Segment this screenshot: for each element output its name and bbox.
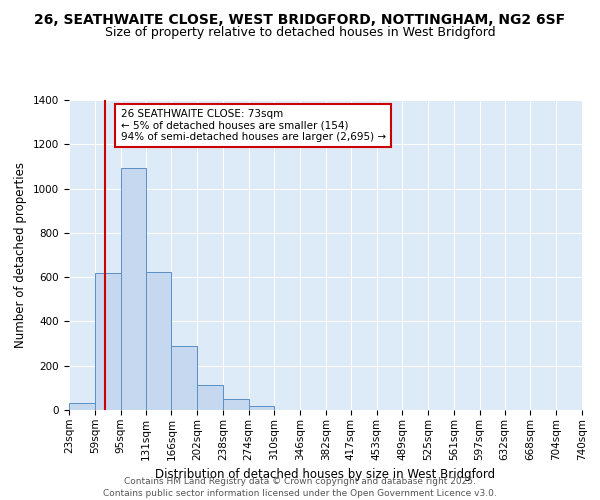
Bar (223, 399, 248, 410)
Text: 26, SEATHWAITE CLOSE, WEST BRIDGFORD, NOTTINGHAM, NG2 6SF: 26, SEATHWAITE CLOSE, WEST BRIDGFORD, NO… (34, 12, 566, 26)
Text: Contains HM Land Registry data © Crown copyright and database right 2025.
Contai: Contains HM Land Registry data © Crown c… (103, 476, 497, 498)
Text: 26 SEATHWAITE CLOSE: 73sqm
← 5% of detached houses are smaller (154)
94% of semi: 26 SEATHWAITE CLOSE: 73sqm ← 5% of detac… (121, 109, 386, 142)
Bar (172, 346, 197, 410)
Bar (95, 272, 121, 410)
Y-axis label: Number of detached properties: Number of detached properties (14, 162, 28, 348)
Bar (69, 404, 95, 410)
Text: Size of property relative to detached houses in West Bridgford: Size of property relative to detached ho… (104, 26, 496, 39)
Bar (197, 384, 223, 410)
Bar (146, 272, 172, 410)
Bar (248, 406, 274, 410)
Bar (121, 168, 146, 410)
X-axis label: Distribution of detached houses by size in West Bridgford: Distribution of detached houses by size … (155, 468, 496, 481)
